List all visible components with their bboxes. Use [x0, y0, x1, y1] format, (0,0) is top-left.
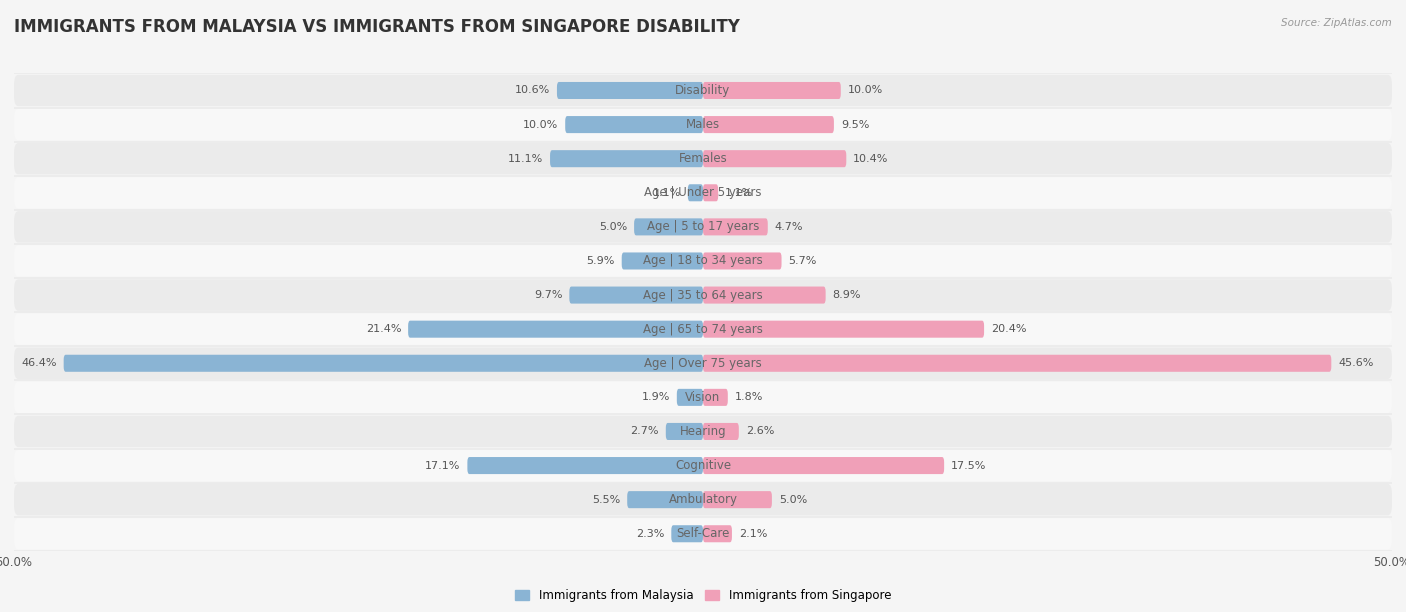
FancyBboxPatch shape — [14, 280, 1392, 311]
Text: 20.4%: 20.4% — [991, 324, 1026, 334]
FancyBboxPatch shape — [14, 211, 1392, 242]
Text: 5.5%: 5.5% — [592, 494, 620, 505]
FancyBboxPatch shape — [14, 75, 1392, 106]
Text: 2.7%: 2.7% — [630, 427, 659, 436]
Text: Ambulatory: Ambulatory — [668, 493, 738, 506]
FancyBboxPatch shape — [703, 150, 846, 167]
FancyBboxPatch shape — [703, 491, 772, 508]
Text: 5.7%: 5.7% — [789, 256, 817, 266]
Legend: Immigrants from Malaysia, Immigrants from Singapore: Immigrants from Malaysia, Immigrants fro… — [510, 584, 896, 607]
FancyBboxPatch shape — [703, 457, 945, 474]
Text: 5.9%: 5.9% — [586, 256, 614, 266]
Text: 1.8%: 1.8% — [735, 392, 763, 402]
Text: Disability: Disability — [675, 84, 731, 97]
FancyBboxPatch shape — [63, 355, 703, 372]
FancyBboxPatch shape — [634, 218, 703, 236]
FancyBboxPatch shape — [671, 525, 703, 542]
FancyBboxPatch shape — [557, 82, 703, 99]
Text: 10.4%: 10.4% — [853, 154, 889, 163]
Text: 5.0%: 5.0% — [779, 494, 807, 505]
Text: 9.5%: 9.5% — [841, 119, 869, 130]
Text: Age | Under 5 years: Age | Under 5 years — [644, 186, 762, 200]
Text: 45.6%: 45.6% — [1339, 358, 1374, 368]
FancyBboxPatch shape — [703, 184, 718, 201]
Text: Vision: Vision — [685, 391, 721, 404]
Text: Age | 18 to 34 years: Age | 18 to 34 years — [643, 255, 763, 267]
FancyBboxPatch shape — [569, 286, 703, 304]
Text: Age | 65 to 74 years: Age | 65 to 74 years — [643, 323, 763, 335]
FancyBboxPatch shape — [666, 423, 703, 440]
Text: 11.1%: 11.1% — [508, 154, 543, 163]
FancyBboxPatch shape — [703, 218, 768, 236]
FancyBboxPatch shape — [408, 321, 703, 338]
Text: 1.1%: 1.1% — [652, 188, 681, 198]
Text: Cognitive: Cognitive — [675, 459, 731, 472]
FancyBboxPatch shape — [703, 423, 738, 440]
FancyBboxPatch shape — [14, 382, 1392, 413]
FancyBboxPatch shape — [703, 389, 728, 406]
Text: 9.7%: 9.7% — [534, 290, 562, 300]
FancyBboxPatch shape — [14, 109, 1392, 140]
FancyBboxPatch shape — [14, 245, 1392, 277]
FancyBboxPatch shape — [621, 252, 703, 269]
Text: Source: ZipAtlas.com: Source: ZipAtlas.com — [1281, 18, 1392, 28]
Text: Hearing: Hearing — [679, 425, 727, 438]
Text: IMMIGRANTS FROM MALAYSIA VS IMMIGRANTS FROM SINGAPORE DISABILITY: IMMIGRANTS FROM MALAYSIA VS IMMIGRANTS F… — [14, 18, 740, 36]
Text: Males: Males — [686, 118, 720, 131]
FancyBboxPatch shape — [676, 389, 703, 406]
Text: 5.0%: 5.0% — [599, 222, 627, 232]
Text: 10.0%: 10.0% — [848, 86, 883, 95]
FancyBboxPatch shape — [14, 416, 1392, 447]
FancyBboxPatch shape — [467, 457, 703, 474]
FancyBboxPatch shape — [703, 252, 782, 269]
Text: 10.6%: 10.6% — [515, 86, 550, 95]
Text: Age | Over 75 years: Age | Over 75 years — [644, 357, 762, 370]
Text: 4.7%: 4.7% — [775, 222, 803, 232]
Text: 2.3%: 2.3% — [636, 529, 665, 539]
FancyBboxPatch shape — [703, 82, 841, 99]
FancyBboxPatch shape — [14, 313, 1392, 345]
FancyBboxPatch shape — [703, 525, 733, 542]
FancyBboxPatch shape — [703, 286, 825, 304]
Text: 8.9%: 8.9% — [832, 290, 860, 300]
Text: 2.1%: 2.1% — [738, 529, 768, 539]
Text: 2.6%: 2.6% — [745, 427, 775, 436]
Text: 1.1%: 1.1% — [725, 188, 754, 198]
Text: 17.1%: 17.1% — [425, 461, 461, 471]
Text: 10.0%: 10.0% — [523, 119, 558, 130]
FancyBboxPatch shape — [688, 184, 703, 201]
FancyBboxPatch shape — [14, 518, 1392, 550]
FancyBboxPatch shape — [550, 150, 703, 167]
Text: Self-Care: Self-Care — [676, 528, 730, 540]
FancyBboxPatch shape — [14, 484, 1392, 515]
FancyBboxPatch shape — [14, 143, 1392, 174]
FancyBboxPatch shape — [627, 491, 703, 508]
FancyBboxPatch shape — [703, 321, 984, 338]
Text: Age | 5 to 17 years: Age | 5 to 17 years — [647, 220, 759, 233]
FancyBboxPatch shape — [14, 450, 1392, 481]
Text: 46.4%: 46.4% — [21, 358, 56, 368]
FancyBboxPatch shape — [703, 355, 1331, 372]
FancyBboxPatch shape — [703, 116, 834, 133]
Text: 1.9%: 1.9% — [641, 392, 669, 402]
FancyBboxPatch shape — [14, 348, 1392, 379]
Text: 21.4%: 21.4% — [366, 324, 401, 334]
Text: Females: Females — [679, 152, 727, 165]
FancyBboxPatch shape — [565, 116, 703, 133]
Text: Age | 35 to 64 years: Age | 35 to 64 years — [643, 289, 763, 302]
Text: 17.5%: 17.5% — [950, 461, 987, 471]
FancyBboxPatch shape — [14, 177, 1392, 209]
